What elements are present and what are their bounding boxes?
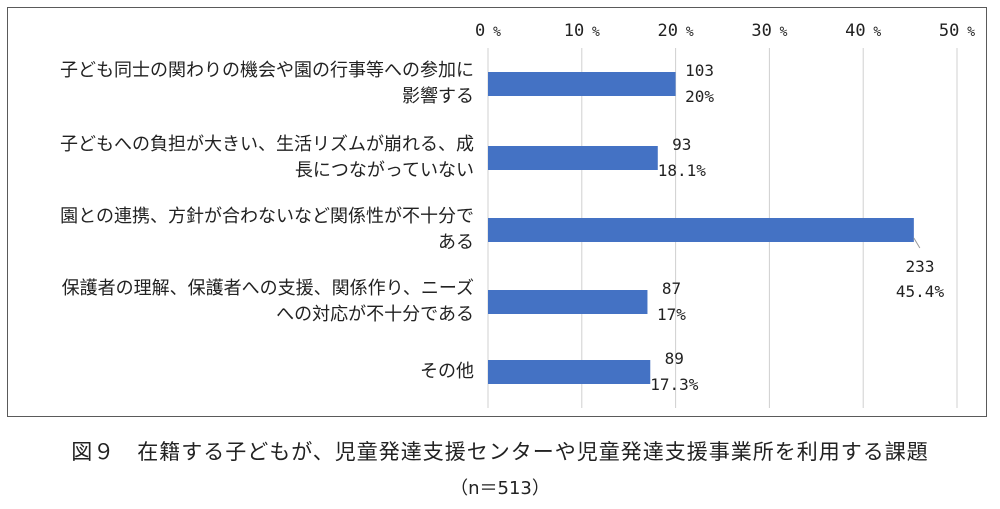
data-label-count: 103: [685, 61, 714, 80]
x-tick-label: 10 %: [564, 21, 600, 41]
category-label-line: ある: [438, 232, 474, 253]
chart-frame: [7, 7, 987, 417]
category-label: 子どもへの負担が大きい、生活リズムが崩れる、成長につながっていない: [12, 132, 474, 184]
x-tick-label: 0 %: [475, 21, 501, 41]
category-label-line: 子どもへの負担が大きい、生活リズムが崩れる、成: [60, 134, 474, 155]
category-label-line: 長につながっていない: [294, 160, 474, 181]
x-tick-label: 50 %: [939, 21, 975, 41]
bar-chart: 0 % 10 % 20 % 30 % 40 % 50 % 103 20% 93 18.1% 233 4…: [475, 21, 975, 408]
category-label: 子ども同士の関わりの機会や園の行事等への参加に影響する: [12, 58, 474, 110]
category-label: 保護者の理解、保護者への支援、関係作り、ニーズへの対応が不十分である: [12, 276, 474, 328]
figure-caption: 図９ 在籍する子どもが、児童発達支援センターや児童発達支援事業所を利用する課題: [71, 440, 929, 464]
data-label-percent: 20%: [685, 87, 714, 106]
category-label-line: への対応が不十分である: [276, 304, 474, 325]
data-label-percent: 45.4%: [896, 282, 945, 301]
bar: [488, 72, 676, 96]
x-tick-label: 30 %: [751, 21, 787, 41]
data-label-count: 233: [906, 257, 935, 276]
data-label-count: 93: [672, 135, 691, 154]
category-label-line: 保護者の理解、保護者への支援、関係作り、ニーズ: [61, 278, 474, 299]
category-label: 園との連携、方針が合わないなど関係性が不十分である: [12, 204, 474, 256]
bar: [488, 218, 914, 242]
category-label-line: 園との連携、方針が合わないなど関係性が不十分で: [60, 206, 474, 227]
data-label-count: 89: [665, 349, 684, 368]
sample-size-note: （n＝513）: [450, 478, 550, 499]
category-label-line: 影響する: [402, 86, 474, 107]
data-label-percent: 18.1%: [658, 161, 707, 180]
bar: [488, 360, 651, 384]
leader-line: [913, 237, 921, 249]
data-label-percent: 17.3%: [650, 375, 699, 394]
x-tick-label: 40 %: [845, 21, 881, 41]
category-label-line: 子ども同士の関わりの機会や園の行事等への参加に: [60, 60, 474, 81]
x-tick-label: 20 %: [658, 21, 694, 41]
bar: [488, 290, 648, 314]
data-label-percent: 17%: [657, 305, 686, 324]
data-label-count: 87: [662, 279, 681, 298]
category-label: その他: [12, 359, 474, 385]
category-label-line: その他: [420, 361, 474, 382]
bar: [488, 146, 658, 170]
